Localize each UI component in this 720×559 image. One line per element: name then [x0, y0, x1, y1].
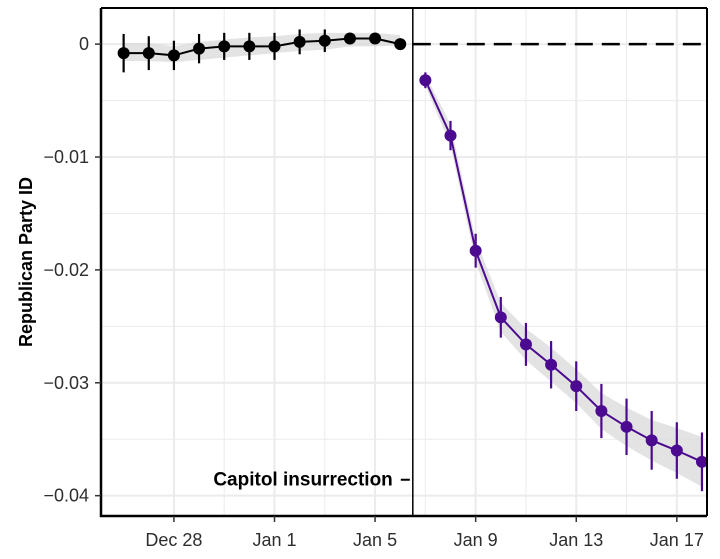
x-tick-label: Jan 13: [549, 530, 603, 550]
data-point: [268, 40, 281, 53]
data-point: [343, 32, 356, 45]
data-point: [142, 47, 155, 60]
data-points: [117, 32, 708, 468]
data-point: [695, 455, 708, 468]
data-point: [670, 444, 683, 457]
y-tick-label: 0: [79, 34, 89, 54]
data-point: [570, 380, 583, 393]
data-point: [469, 244, 482, 257]
x-tick-label: Dec 28: [145, 530, 202, 550]
data-point: [369, 32, 382, 45]
data-point: [193, 42, 206, 55]
y-tick-label: −0.04: [43, 486, 89, 506]
x-tick-label: Jan 9: [454, 530, 498, 550]
data-point: [494, 311, 507, 324]
x-tick-label: Jan 5: [353, 530, 397, 550]
data-point: [293, 35, 306, 48]
y-tick-label: −0.03: [43, 373, 89, 393]
y-tick-label: −0.02: [43, 260, 89, 280]
data-point: [243, 40, 256, 53]
x-tick-label: Jan 1: [252, 530, 296, 550]
y-axis-title: Republican Party ID: [16, 177, 36, 347]
data-point: [419, 74, 432, 87]
reference-lines: [412, 8, 707, 516]
data-point: [620, 420, 633, 433]
data-point: [519, 338, 532, 351]
x-tick-label: Jan 17: [650, 530, 704, 550]
data-point: [167, 49, 180, 62]
y-tick-label: −0.01: [43, 147, 89, 167]
axis-labels: 0 −0.01 −0.02 −0.03 −0.04 Dec 28 Jan 1 Jan 5 Jan…: [43, 34, 703, 550]
data-point: [318, 34, 331, 47]
axis-ticks: [95, 43, 678, 522]
plot-frame: [99, 7, 708, 518]
data-point: [645, 434, 658, 447]
grid: [101, 8, 707, 516]
event-annotation: Capitol insurrection: [213, 470, 392, 491]
data-point: [394, 38, 407, 51]
data-point: [117, 47, 130, 60]
data-point: [444, 129, 457, 142]
data-point: [218, 40, 231, 53]
data-point: [545, 358, 558, 371]
data-point: [595, 405, 608, 418]
